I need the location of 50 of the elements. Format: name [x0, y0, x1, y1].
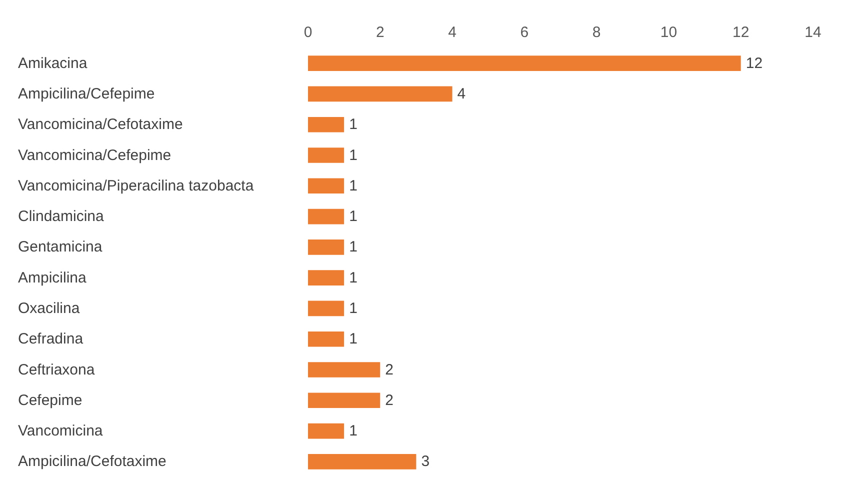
y-tick-label: Ampicilina [18, 269, 88, 286]
bar [308, 331, 344, 347]
bar [308, 208, 344, 224]
y-tick-label: Ampicilina/Cefotaxime [18, 453, 166, 470]
bar [308, 300, 344, 316]
y-tick-label: Amikacina [18, 54, 88, 72]
x-tick-label: 14 [804, 24, 822, 41]
bar [308, 362, 380, 378]
y-tick-label: Vancomicina/Piperacilina tazobacta [18, 177, 254, 194]
x-tick-label: 10 [660, 24, 678, 41]
bar [308, 148, 344, 163]
y-tick-label: Oxacilina [18, 300, 80, 317]
x-tick-label: 6 [520, 24, 529, 41]
x-tick-label: 12 [732, 24, 750, 41]
y-tick-label: Cefepime [18, 392, 82, 409]
bar [308, 116, 344, 132]
bar [308, 178, 344, 194]
x-tick-label: 0 [304, 24, 312, 41]
data-label: 1 [349, 116, 358, 134]
y-tick-label: Vancomicina/Cefepime [18, 146, 172, 164]
bar [308, 240, 344, 255]
bar [308, 86, 452, 102]
bar [308, 454, 416, 470]
data-label: 1 [349, 422, 358, 440]
y-tick-label: Gentamicina [18, 238, 103, 256]
x-tick-label: 2 [376, 24, 384, 41]
data-label: 12 [746, 54, 763, 72]
bar [308, 392, 380, 408]
bar [308, 423, 344, 439]
x-tick-label: 8 [592, 24, 601, 41]
data-label: 2 [385, 361, 394, 378]
data-label: 1 [349, 146, 358, 164]
y-tick-label: Cefradina [18, 330, 84, 348]
y-tick-label: Vancomicina/Cefotaxime [18, 116, 183, 134]
y-tick-label: Ceftriaxona [18, 361, 96, 378]
y-tick-label: Clindamicina [18, 208, 105, 226]
data-label: 4 [457, 85, 466, 102]
y-tick-label: Ampicilina/Cefepime [18, 85, 155, 102]
data-label: 1 [349, 208, 358, 226]
y-tick-label: Vancomicina [18, 422, 104, 440]
bar [308, 270, 344, 286]
data-label: 1 [349, 300, 358, 317]
bar [308, 56, 741, 71]
data-label: 1 [349, 269, 358, 286]
data-label: 2 [385, 392, 394, 409]
data-label: 3 [421, 453, 430, 470]
data-label: 1 [349, 330, 358, 348]
x-tick-label: 4 [448, 24, 456, 41]
data-label: 1 [349, 177, 358, 194]
data-label: 1 [349, 238, 358, 256]
